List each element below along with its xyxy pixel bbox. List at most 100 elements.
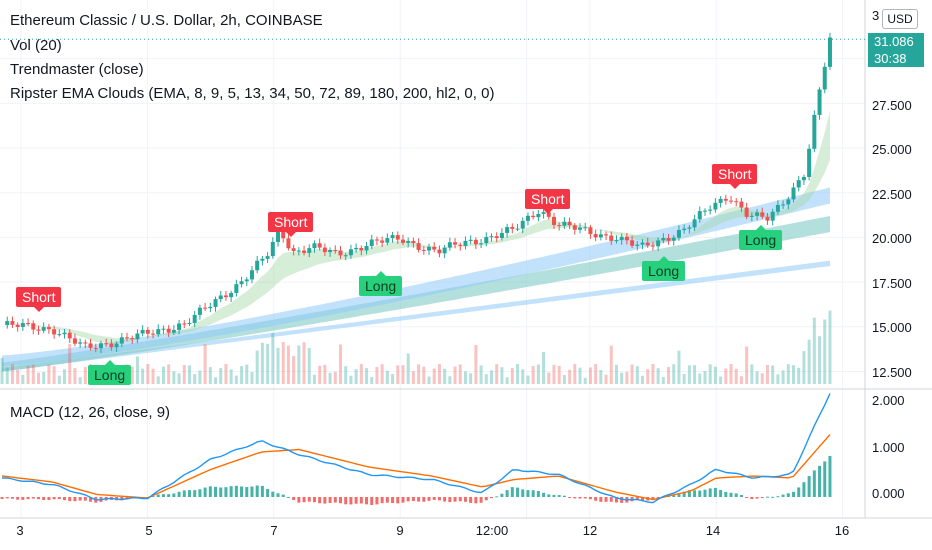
macd-histogram-bar — [411, 497, 415, 502]
currency-button[interactable]: USD — [882, 9, 918, 29]
macd-histogram-bar — [42, 497, 46, 501]
macd-histogram-bar — [208, 486, 212, 497]
volume-bar — [312, 374, 316, 384]
macd-histogram-bar — [531, 490, 535, 497]
volume-bar — [745, 346, 749, 384]
macd-indicator-label[interactable]: MACD (12, 26, close, 9) — [10, 404, 171, 421]
macd-histogram-bar — [57, 497, 61, 500]
macd-line — [1, 393, 831, 504]
candle — [255, 260, 260, 271]
macd-histogram-bar — [760, 497, 764, 498]
volume-bar — [771, 365, 775, 384]
macd-histogram-bar — [401, 497, 405, 503]
candle — [682, 228, 687, 231]
volume-bar — [396, 365, 400, 384]
candle — [348, 249, 353, 256]
macd-histogram-bar — [672, 495, 676, 497]
macd-histogram-bar — [594, 497, 598, 501]
candle — [520, 220, 525, 229]
volume-bar — [172, 371, 176, 384]
volume-bar — [344, 366, 348, 384]
volume-bar — [646, 369, 650, 384]
macd-histogram-bar — [396, 497, 400, 504]
macd-histogram-bar — [562, 495, 566, 497]
candle — [400, 239, 405, 243]
macd-tick: 0.000 — [872, 486, 905, 501]
candle — [807, 148, 812, 177]
candle — [578, 227, 583, 230]
volume-bar — [786, 364, 790, 384]
macd-histogram-bar — [505, 490, 509, 497]
macd-histogram-bar — [187, 490, 191, 497]
macd-histogram-bar — [380, 497, 384, 504]
price-tick: 15.000 — [872, 320, 912, 335]
candle — [296, 250, 301, 252]
candle — [749, 215, 754, 217]
candle — [421, 249, 426, 251]
candle — [354, 247, 359, 250]
price-tick: 27.500 — [872, 98, 912, 113]
macd-histogram-bar — [406, 497, 410, 502]
volume-indicator-label[interactable]: Vol (20) — [10, 37, 62, 54]
volume-bar — [536, 364, 540, 384]
macd-histogram-bar — [469, 497, 473, 503]
macd-histogram-bar — [312, 497, 316, 503]
volume-bar — [52, 366, 56, 384]
macd-histogram-bar — [490, 497, 494, 499]
macd-histogram-bar — [365, 497, 369, 505]
short-signal-badge[interactable]: Short — [712, 164, 758, 189]
volume-bar — [78, 377, 82, 384]
long-signal-badge[interactable]: Long — [359, 271, 403, 296]
candle — [15, 324, 20, 327]
macd-histogram-bar — [68, 497, 72, 502]
macd-histogram-bar — [161, 494, 165, 497]
short-signal-badge[interactable]: Short — [16, 287, 62, 312]
volume-bar — [432, 368, 436, 384]
volume-bar — [573, 364, 577, 384]
macd-histogram-bar — [255, 485, 259, 497]
volume-bar — [474, 345, 478, 384]
short-signal-badge[interactable]: Short — [525, 189, 571, 214]
macd-histogram-bar — [620, 497, 624, 503]
short-signal-badge[interactable]: Short — [268, 212, 314, 237]
candle — [187, 322, 192, 324]
volume-bar — [10, 364, 14, 384]
long-signal-badge[interactable]: Long — [642, 256, 686, 281]
candle — [567, 221, 572, 226]
ema-clouds-indicator-label[interactable]: Ripster EMA Clouds (EMA, 8, 9, 5, 13, 34… — [10, 85, 495, 102]
candle — [114, 343, 119, 348]
candle — [10, 321, 15, 325]
macd-histogram-bar — [172, 493, 176, 497]
candle — [41, 327, 46, 331]
macd-histogram-bar — [21, 497, 25, 500]
candle — [765, 216, 770, 221]
macd-histogram-bar — [807, 476, 811, 497]
candle — [562, 221, 567, 226]
candle — [98, 343, 103, 349]
candle — [609, 235, 614, 241]
volume-bar — [443, 368, 447, 384]
candle — [630, 240, 635, 246]
candle — [531, 215, 536, 218]
macd-histogram-bar — [432, 497, 436, 500]
long-signal-badge[interactable]: Long — [88, 360, 132, 385]
candle — [822, 66, 827, 90]
trendmaster-indicator-label[interactable]: Trendmaster (close) — [10, 61, 144, 78]
volume-bar — [760, 373, 764, 384]
volume-bar — [427, 376, 431, 384]
long-signal-badge[interactable]: Long — [739, 225, 783, 250]
price-axis-top-partial: 3 — [872, 8, 880, 23]
candle — [109, 343, 114, 348]
volume-bar — [458, 364, 462, 384]
volume-bar — [677, 350, 681, 384]
time-tick: 9 — [396, 523, 404, 538]
volume-bar — [328, 372, 332, 384]
macd-histogram-bar — [510, 487, 514, 497]
candle — [270, 241, 275, 257]
macd-histogram-bar — [302, 497, 306, 503]
candle — [333, 249, 338, 251]
volume-bar — [542, 352, 546, 384]
volume-bar — [583, 377, 587, 384]
candle — [583, 227, 588, 229]
